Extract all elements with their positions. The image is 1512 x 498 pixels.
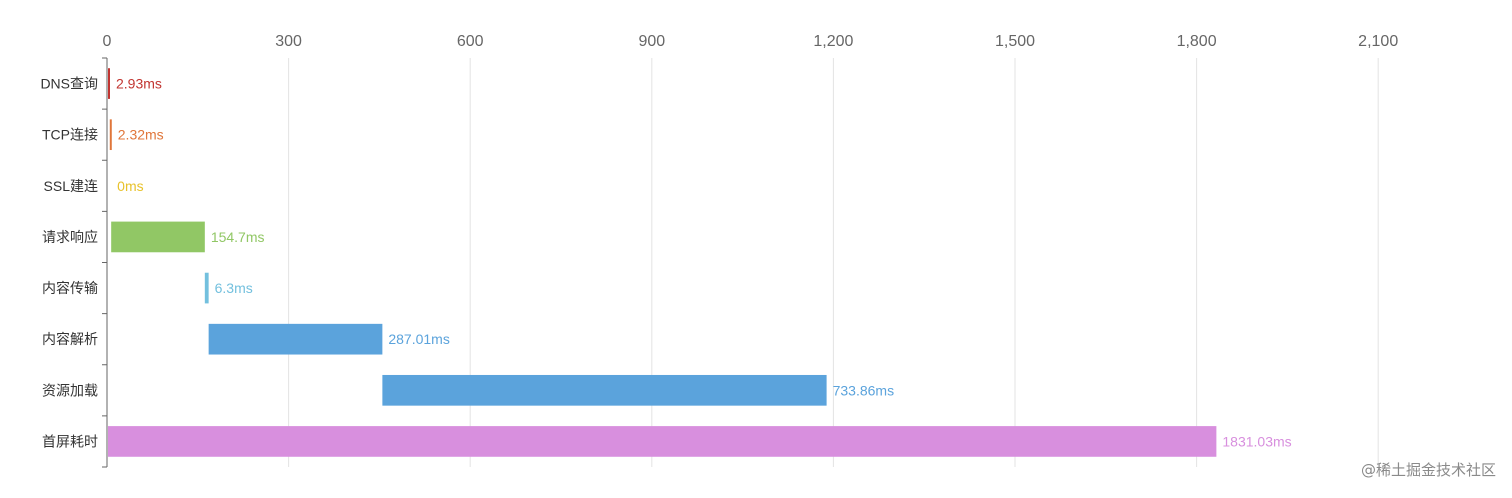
data-labels: 2.93ms 2.32ms 0ms 154.7ms 6.3ms 287.01ms 733.8…	[116, 76, 1292, 450]
category-label: 内容传输	[42, 280, 98, 296]
bar-value-label: 733.86ms	[833, 382, 894, 398]
axes: 0 300 600 900 1,200 1,500 1,800 2,100 DNS查询 TCP连接…	[40, 33, 1398, 468]
x-tick-label: 1,200	[813, 33, 853, 50]
bar	[109, 119, 112, 151]
category-label: 内容解析	[42, 331, 98, 347]
bar	[108, 426, 1217, 457]
bars	[108, 68, 1217, 457]
gridlines	[288, 58, 1379, 467]
x-tick-label: 0	[103, 33, 112, 50]
category-label: 首屏耗时	[42, 433, 98, 449]
bar-value-label: 0ms	[117, 178, 143, 194]
bar-value-label: 154.7ms	[211, 229, 265, 245]
category-label: 请求响应	[42, 229, 98, 245]
bar-value-label: 2.32ms	[118, 127, 164, 143]
bar-value-label: 2.93ms	[116, 76, 162, 92]
bar	[111, 221, 205, 253]
x-tick-label: 1,800	[1177, 33, 1217, 50]
category-label: SSL建连	[44, 178, 98, 194]
bar	[382, 374, 827, 406]
x-tick-label: 900	[638, 33, 665, 50]
watermark-text: @稀土掘金技术社区	[1360, 461, 1496, 479]
x-tick-label: 2,100	[1358, 33, 1398, 50]
category-label: DNS查询	[40, 76, 98, 92]
category-label: 资源加载	[42, 382, 98, 398]
bar-value-label: 1831.03ms	[1222, 433, 1291, 449]
x-tick-label: 600	[457, 33, 484, 50]
bar	[208, 323, 383, 355]
bar-value-label: 6.3ms	[215, 280, 253, 296]
bar-value-label: 287.01ms	[388, 331, 449, 347]
category-label: TCP连接	[42, 127, 98, 143]
x-tick-label: 1,500	[995, 33, 1035, 50]
bar	[108, 68, 110, 99]
x-tick-label: 300	[275, 33, 302, 50]
bar	[204, 272, 209, 304]
